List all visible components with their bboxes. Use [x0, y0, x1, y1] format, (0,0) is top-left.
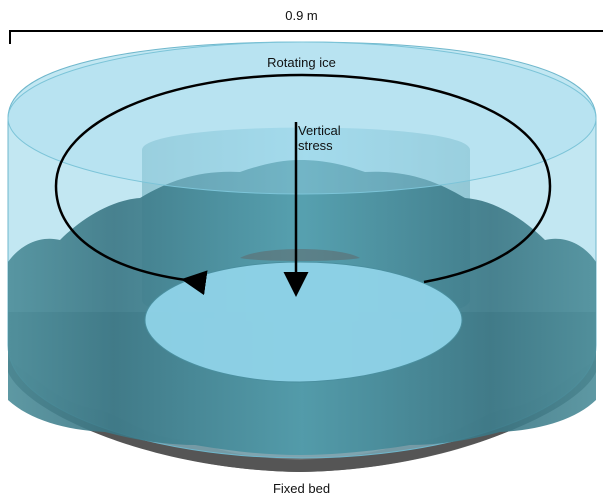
scale-label: 0.9 m [285, 8, 318, 23]
fixed-bed-label: Fixed bed [272, 481, 331, 496]
rotating-ice-label: Rotating ice [267, 55, 336, 70]
inner-ring-shadow [240, 249, 360, 261]
rotation-arrow [54, 73, 552, 296]
scale-bar [9, 30, 603, 44]
ring-top-surface [144, 261, 463, 383]
vertical-stress-label: Vertical stress [298, 123, 341, 153]
cylinder-top-rim [7, 41, 597, 195]
fixed-bed-scalloped-edge [8, 360, 596, 472]
